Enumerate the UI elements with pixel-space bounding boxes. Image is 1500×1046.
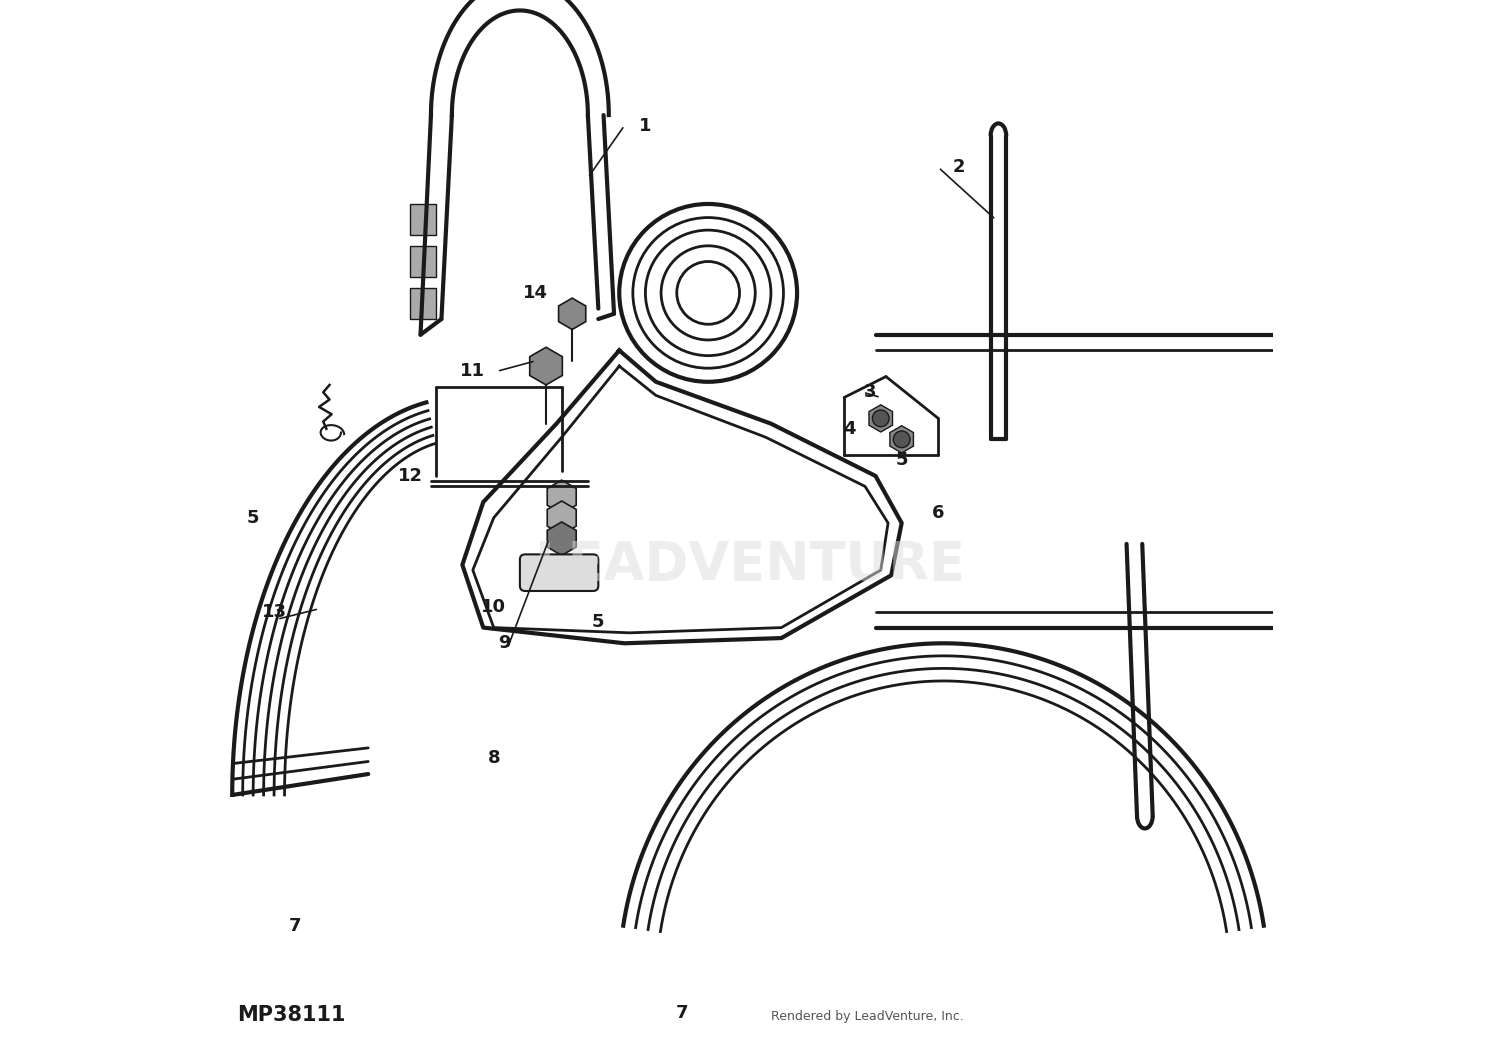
Text: MP38111: MP38111 [237, 1005, 346, 1025]
Text: 5: 5 [896, 451, 908, 470]
Text: 4: 4 [843, 419, 855, 438]
Bar [410, 204, 436, 235]
Circle shape [894, 431, 910, 448]
Text: 6: 6 [932, 503, 945, 522]
Text: 7: 7 [676, 1003, 688, 1022]
Text: 3: 3 [864, 383, 876, 402]
Text: 10: 10 [482, 597, 506, 616]
Bar [410, 288, 436, 319]
Text: LEADVENTURE: LEADVENTURE [534, 539, 966, 591]
Text: 1: 1 [639, 116, 651, 135]
Text: 7: 7 [288, 916, 302, 935]
Text: 2: 2 [952, 158, 966, 177]
Text: 14: 14 [524, 283, 548, 302]
Bar [410, 246, 436, 277]
Text: 5: 5 [248, 508, 259, 527]
Circle shape [873, 410, 889, 427]
Text: 8: 8 [488, 749, 500, 768]
FancyBboxPatch shape [520, 554, 599, 591]
Text: 13: 13 [261, 602, 286, 621]
Text: 11: 11 [460, 362, 486, 381]
Text: 12: 12 [398, 467, 423, 485]
Text: Rendered by LeadVenture, Inc.: Rendered by LeadVenture, Inc. [771, 1010, 963, 1023]
Text: 9: 9 [498, 634, 510, 653]
Text: 5: 5 [592, 613, 604, 632]
